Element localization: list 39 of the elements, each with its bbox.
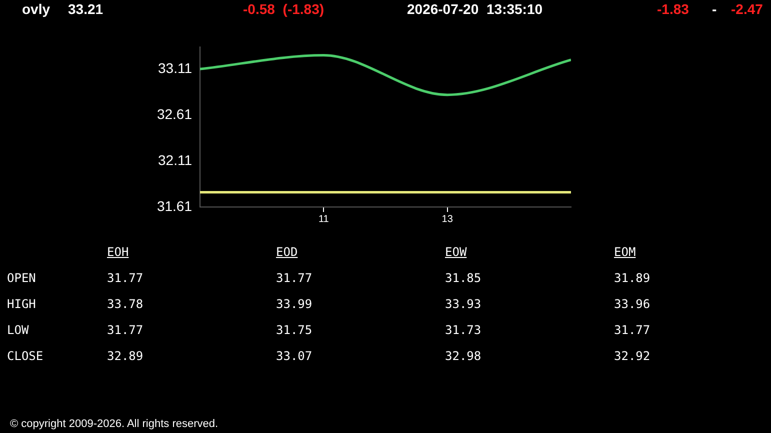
text: -1.83 [657,1,689,17]
text: -0.58 (-1.83) [243,1,324,17]
text: 31.77 [107,323,144,337]
text: 31.89 [614,271,650,285]
text: 33.78 [107,297,144,311]
text: 32.98 [445,349,482,363]
text: -2.47 [731,1,763,17]
text: - [712,1,717,17]
text: 31.77 [107,271,144,285]
y-tick-label: 33.11 [158,60,192,76]
text: 31.73 [445,323,482,337]
x-tick-label: 11 [318,214,330,225]
text: 32.92 [614,349,650,363]
y-tick-label: 32.61 [156,106,192,122]
y-tick-label: 32.11 [158,152,192,168]
line-series [200,54,571,96]
text: EOM [614,245,636,259]
text: 33.99 [276,297,312,311]
text: EOD [276,245,298,259]
text: EOW [445,245,467,259]
text: 33.21 [68,1,104,17]
text: 31.77 [614,323,650,337]
x-tick-label: 13 [442,214,454,225]
text: OPEN [7,271,36,285]
text: HIGH [7,297,36,311]
text: 31.85 [445,271,482,285]
text: 33.93 [445,297,482,311]
text: ovly [22,1,50,17]
text: 33.07 [276,349,312,363]
text: 31.77 [276,271,312,285]
y-tick-label: 31.61 [156,198,192,214]
text: EOH [107,245,129,259]
text: CLOSE [7,349,44,363]
text: 2026-07-20 13:35:10 [407,1,543,17]
text: LOW [7,323,29,337]
text: 33.96 [614,297,650,311]
text: © copyright 2009-2026. All rights reserved. [10,418,218,430]
text: 32.89 [107,349,144,363]
text: 31.75 [276,323,312,337]
